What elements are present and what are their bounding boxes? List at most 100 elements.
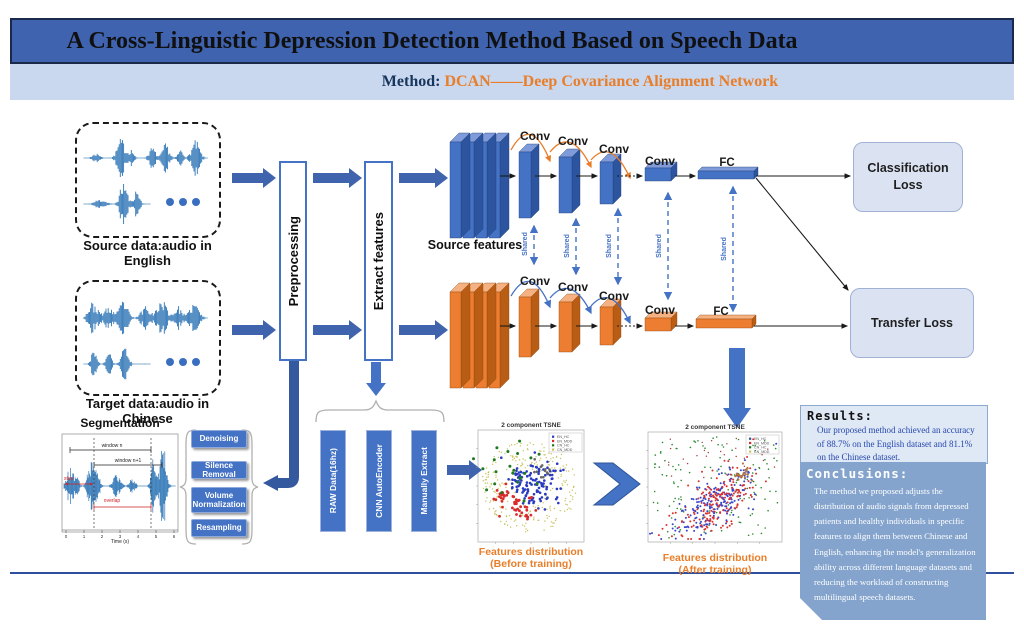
svg-text:Conv: Conv	[599, 289, 629, 303]
svg-text:Shared: Shared	[564, 234, 571, 258]
manually-extract-box: Manually Extract	[411, 430, 437, 532]
volume-normalization-button: Volume Normalization	[191, 487, 247, 513]
tsne-legends: EN_HCEN_MDDCN_HCCN_MDDEN_HCEN_MDDCN_HCCN…	[548, 432, 780, 455]
tsne-after-caption: Features distribution (After training)	[648, 552, 782, 576]
svg-text:CN_HC: CN_HC	[754, 446, 767, 450]
ellipsis-dots-target	[166, 358, 200, 366]
source-data-label: Source data:audio in English	[65, 238, 230, 268]
svg-text:EN_HC: EN_HC	[557, 435, 570, 439]
svg-text:Conv: Conv	[520, 274, 550, 288]
svg-text:window n+1: window n+1	[115, 458, 142, 464]
svg-text:CN_MDD: CN_MDD	[557, 448, 573, 452]
svg-text:1: 1	[83, 534, 86, 539]
svg-text:step: step	[64, 476, 74, 482]
svg-text:3: 3	[119, 534, 122, 539]
svg-text:EN_MDD: EN_MDD	[754, 441, 770, 445]
flow-arrows	[500, 173, 852, 329]
method-line: Method: DCAN——Deep Covariance Alignment …	[340, 64, 820, 100]
title-banner: A Cross-Linguistic Depression Detection …	[10, 18, 1014, 64]
shared-labels: Shared Shared Shared Shared Shared	[522, 232, 728, 261]
results-box: Results: Our proposed method achieved an…	[800, 405, 988, 464]
preprocessing-label: Preprocessing	[285, 215, 301, 307]
svg-text:EN_HC: EN_HC	[754, 437, 767, 441]
results-title: Results:	[807, 409, 873, 423]
tsne-after-caption-line1: Features distribution	[662, 552, 768, 564]
target-data-label: Target data:audio in Chinese	[65, 396, 230, 426]
network-layer-slabs	[449, 132, 759, 389]
svg-text:window n: window n	[102, 443, 123, 449]
tsne-before-caption: Features distribution (Before training)	[478, 546, 584, 570]
transition-chevron	[592, 462, 641, 506]
page-title: A Cross-Linguistic Depression Detection …	[66, 28, 798, 54]
raw-data-label: RAW Data(16hz)	[328, 448, 338, 514]
svg-text:overlap: overlap	[104, 498, 121, 504]
tsne-before-caption-line1: Features distribution	[478, 546, 584, 558]
svg-text:Conv: Conv	[645, 303, 675, 317]
transfer-loss-box: Transfer Loss	[850, 288, 974, 358]
cnn-autoencoder-label: CNN AutoEncoder	[374, 444, 384, 518]
conclusions-title: Conclusions:	[806, 466, 909, 481]
residual-arcs-source	[510, 133, 631, 180]
extract-features-box: Extract features	[364, 161, 393, 361]
source-label-lang: English	[124, 253, 171, 268]
shared-weight-arrows	[529, 185, 738, 313]
svg-text:Conv: Conv	[645, 154, 675, 168]
target-label-lang: Chinese	[122, 411, 173, 426]
svg-text:2: 2	[101, 534, 104, 539]
silence-removal-button: Silence Removal	[191, 461, 247, 479]
tsne-after-title: 2 component TSNE	[685, 424, 745, 431]
preprocessing-box: Preprocessing	[279, 161, 307, 361]
target-label-prefix: Target data:audio in	[85, 396, 210, 411]
tsne-after-caption-line2: (After training)	[678, 564, 752, 577]
resampling-button: Resampling	[191, 519, 247, 537]
denoising-button: Denoising	[191, 430, 247, 448]
tsne-scatter-points	[472, 436, 779, 544]
results-body: Our proposed method achieved an accuracy…	[817, 425, 975, 462]
block-arrows	[232, 168, 751, 480]
svg-text:FC: FC	[713, 306, 728, 318]
tsne-before-caption-line2: (Before training)	[490, 558, 572, 571]
svg-text:Conv: Conv	[558, 280, 588, 294]
bottom-divider-line	[10, 572, 1014, 574]
svg-text:6: 6	[173, 534, 176, 539]
svg-text:CN_HC: CN_HC	[557, 444, 570, 448]
svg-text:CN_MDD: CN_MDD	[754, 450, 770, 454]
conclusions-box: Conclusions: The method we proposed adju…	[800, 462, 986, 620]
conclusions-body: The method we proposed adjusts the distr…	[814, 486, 976, 602]
ellipsis-dots-source	[166, 198, 200, 206]
svg-text:FC: FC	[719, 157, 734, 169]
svg-text:4: 4	[137, 534, 140, 539]
method-value: DCAN——Deep Covariance Alignment Network	[444, 73, 779, 90]
method-label: Method:	[381, 73, 441, 90]
svg-text:Conv: Conv	[599, 142, 629, 156]
method-bar: Method: DCAN——Deep Covariance Alignment …	[10, 64, 1014, 100]
svg-text:Shared: Shared	[606, 234, 613, 258]
svg-text:5: 5	[155, 534, 158, 539]
braces	[179, 399, 445, 545]
source-label-prefix: Source data:audio in	[83, 238, 212, 253]
cnn-autoencoder-box: CNN AutoEncoder	[366, 430, 392, 532]
svg-text:0: 0	[65, 534, 68, 539]
svg-text:EN_MDD: EN_MDD	[557, 439, 573, 443]
svg-text:Shared: Shared	[721, 237, 728, 261]
svg-text:Conv: Conv	[558, 134, 588, 148]
manually-extract-label: Manually Extract	[419, 447, 429, 515]
svg-text:Conv: Conv	[520, 129, 550, 143]
svg-text:Shared: Shared	[522, 232, 529, 256]
preprocessing-elbow-arrow	[263, 359, 299, 491]
segmentation-title: Segmentation	[80, 416, 160, 430]
classification-loss-box: Classification Loss	[853, 142, 963, 212]
audio-waveforms	[63, 139, 208, 521]
svg-text:Shared: Shared	[656, 234, 663, 258]
tsne-before-title: 2 component TSNE	[501, 422, 561, 429]
residual-arcs-target	[510, 280, 631, 325]
svg-text:Time (s): Time (s)	[111, 539, 129, 545]
raw-data-box: RAW Data(16hz)	[320, 430, 346, 532]
extract-features-label: Extract features	[371, 211, 386, 311]
layer-labels: Conv Conv Conv Conv FC Conv Conv Conv Co…	[520, 129, 735, 318]
segmentation-annotations: window n window n+1 step overlap 0 1 2 3 4 5 6…	[62, 438, 178, 545]
source-audio-box	[75, 122, 221, 238]
target-audio-box	[75, 280, 221, 396]
